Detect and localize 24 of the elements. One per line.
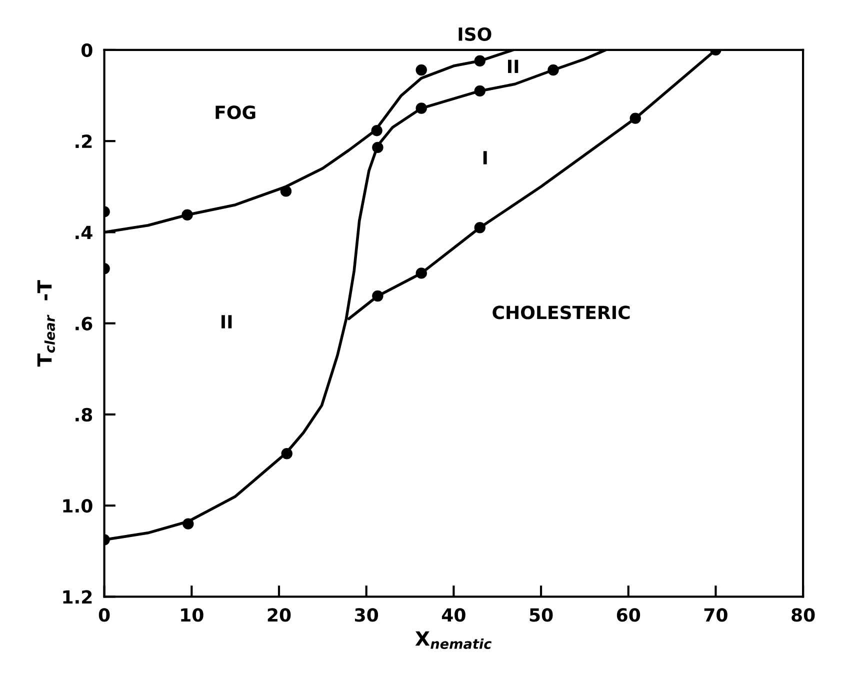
- x-tick-label: 40: [442, 608, 466, 622]
- annotation: II: [508, 60, 518, 73]
- text: ISO: [458, 27, 492, 41]
- annotation: I: [483, 151, 487, 164]
- x-tick-label: 60: [616, 608, 640, 622]
- y-tick-label: .6: [76, 316, 92, 330]
- x-axis-title: X$_{nematic}$: [415, 631, 492, 649]
- annotation: CHOLESTERIC: [492, 306, 630, 320]
- y-tick-label: .2: [76, 134, 92, 148]
- y-tick-label: .8: [76, 408, 92, 422]
- x-tick-label: 0: [98, 608, 110, 622]
- x-tick-label: 80: [792, 608, 815, 622]
- y-tick-label: 0: [81, 43, 92, 58]
- y-tick-label: 1.2: [63, 590, 92, 604]
- y-tick-label: 1.0: [63, 499, 92, 513]
- annotation: FOG: [216, 106, 256, 120]
- annotation: II: [222, 315, 232, 328]
- x-tick-label: 30: [354, 608, 378, 622]
- y-tick-label: .4: [76, 226, 92, 240]
- x-tick-label: 10: [181, 608, 204, 622]
- y-axis-title: T$_{clear}$ -T: [37, 280, 55, 367]
- x-tick-label: 50: [530, 608, 553, 622]
- x-tick-label: 70: [704, 608, 728, 622]
- x-tick-label: 20: [268, 608, 291, 622]
